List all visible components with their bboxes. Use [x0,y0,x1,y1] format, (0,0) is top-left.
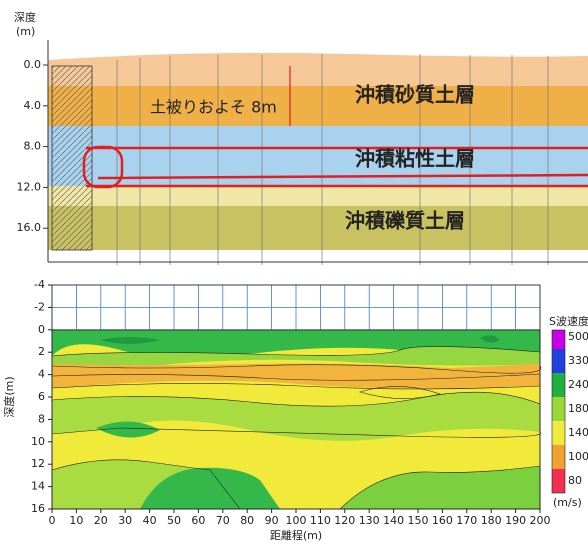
y-tick-label: 16.0 [17,221,42,234]
x-tick-label: 100 [286,514,307,527]
x-axis-label: 距離程(m) [270,528,322,542]
x-tick-label: 20 [94,514,108,527]
x-tick-label: 60 [191,514,205,527]
y-tick-label: 8.0 [24,140,42,153]
x-tick-label: 70 [216,514,230,527]
x-tick-label: 0 [49,514,56,527]
x-tick-label: 30 [118,514,132,527]
colorbar-swatch [552,445,565,469]
x-tick-label: 10 [69,514,83,527]
x-tick-label: 50 [167,514,181,527]
y-axis-label: 深度(m) [2,376,16,417]
x-tick-label: 150 [408,514,429,527]
colorbar-label: 240 [568,378,588,391]
page: 深度 (m) 土被りおよそ 8m 沖積砂質土層 沖積粘性土層 沖積礫質土層 [0,0,588,544]
y-tick-label: 0 [38,323,45,336]
colorbar-label: 500 [568,330,588,343]
x-tick-label: 110 [310,514,331,527]
x-tick-label: 130 [359,514,380,527]
axis-label: 深度 [14,10,36,24]
colorbar-swatch [552,397,565,421]
annotation: 土被りおよそ 8m [150,98,277,117]
geologic-section: 深度 (m) 土被りおよそ 8m 沖積砂質土層 沖積粘性土層 沖積礫質土層 [14,10,588,265]
colorbar-label: 330 [568,354,588,367]
contour-field [52,330,541,509]
colorbar-swatch [552,330,565,349]
surface-layer [48,53,588,86]
colorbar-swatch [552,469,565,493]
y-tick-label: 16 [31,502,45,515]
colorbar-swatch [552,373,565,397]
y-tick-label: 12.0 [17,180,42,193]
y-tick-label: 4.0 [24,99,42,112]
x-tick-label: 80 [240,514,254,527]
gravel-upper [48,186,588,206]
x-tick-label: 200 [530,514,551,527]
y-tick-label: 2 [38,345,45,358]
x-tick-label: 120 [334,514,355,527]
x-tick-label: 40 [143,514,157,527]
borehole-log [52,66,92,250]
y-tick-label: 8 [38,412,45,425]
gravel-layer [48,206,588,250]
x-tick-label: 190 [505,514,526,527]
layer-label: 沖積砂質土層 [355,83,475,107]
x-tick-label: 160 [432,514,453,527]
y-tick-label: 12 [31,457,45,470]
layer-label: 沖積粘性土層 [355,147,475,171]
y-tick-label: 4 [38,368,45,381]
colorbar-label: 100 [568,450,588,463]
colorbar-title: S波速度 [549,314,588,328]
colorbar-swatch [552,349,565,373]
colorbar-label: 80 [568,474,582,487]
x-tick-label: 170 [456,514,477,527]
y-tick-label: 10 [31,435,45,448]
y-tick-label: 6 [38,390,45,403]
y-tick-label: 14 [31,480,45,493]
x-tick-label: 140 [383,514,404,527]
sand-layer [48,86,588,126]
axis-label: (m) [16,25,35,38]
x-tick-label: 90 [265,514,279,527]
colorbar-unit: (m/s) [553,496,582,509]
colorbar-swatch [552,421,565,445]
layer-label: 沖積礫質土層 [345,209,465,233]
y-tick-label: 0.0 [24,58,42,71]
y-tick-label: -4 [34,278,45,291]
colorbar-label: 140 [568,426,588,439]
y-tick-label: -2 [34,300,45,313]
colorbar-label: 180 [568,402,588,415]
x-tick-label: 180 [481,514,502,527]
